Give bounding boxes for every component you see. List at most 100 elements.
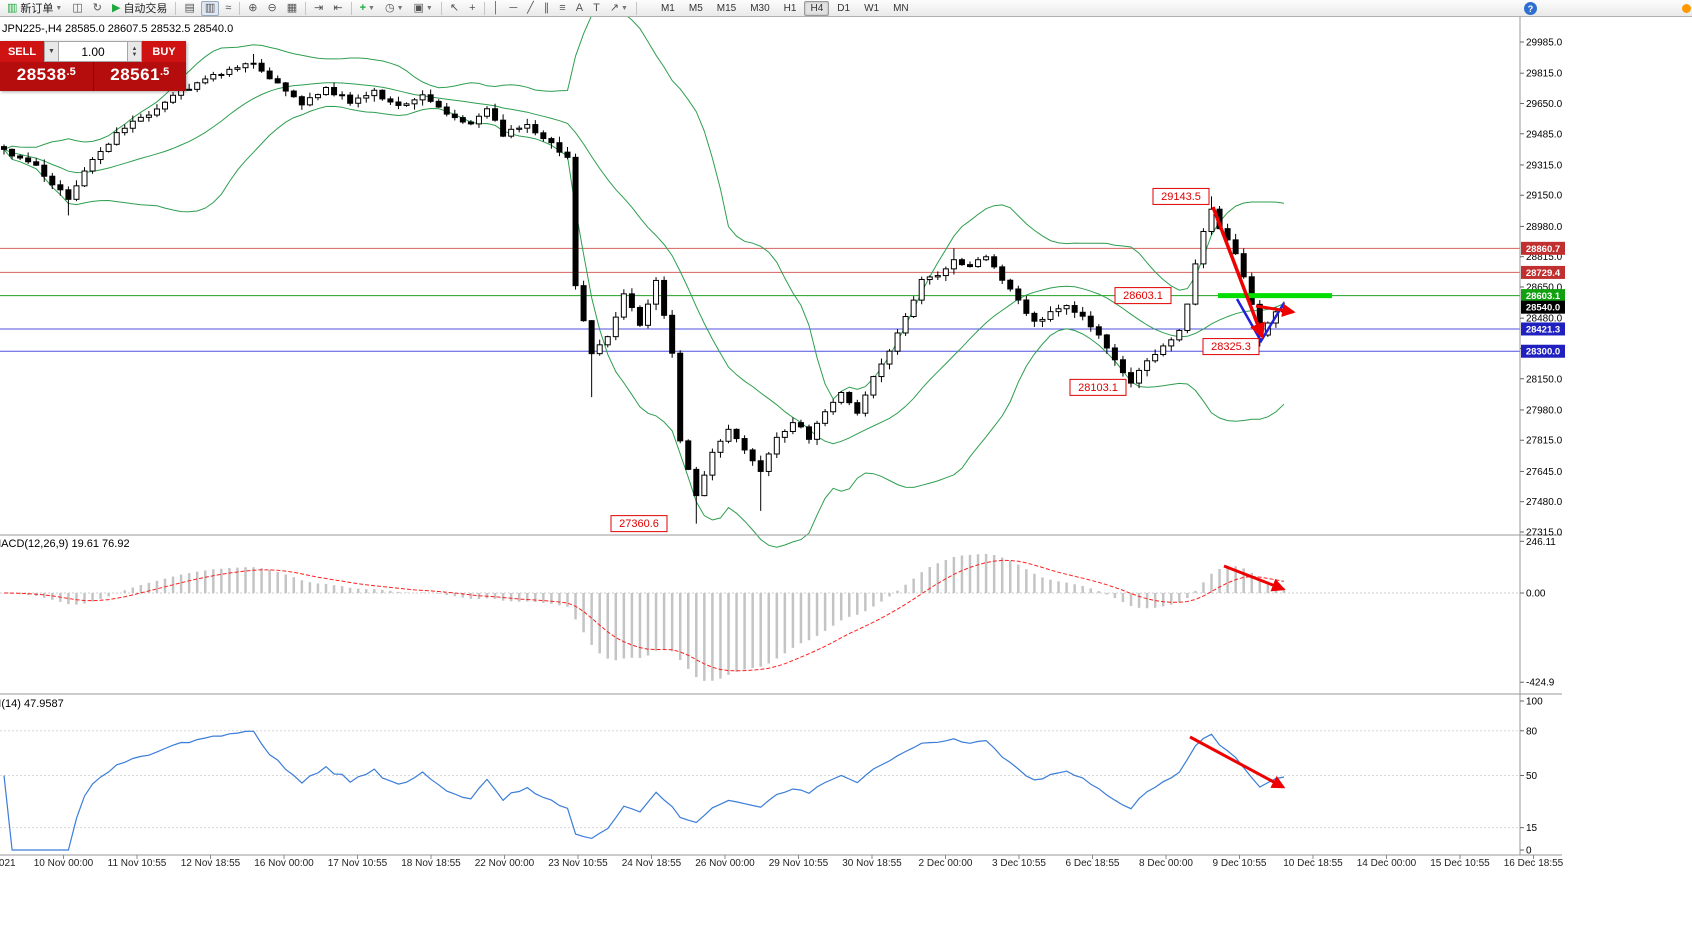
- channel-icon: ∥: [543, 2, 550, 14]
- price-tick-label: 27315.0: [1526, 528, 1563, 539]
- volume-dropdown-icon[interactable]: ▼: [44, 41, 59, 62]
- label-button[interactable]: T: [589, 1, 604, 16]
- buy-button[interactable]: 28561.5: [94, 62, 187, 91]
- price-tick-label: 29150.0: [1526, 191, 1563, 202]
- red-trend-arrow[interactable]: [1189, 735, 1286, 789]
- toolbar-separator: [440, 1, 442, 15]
- rsi-scale-label: 0: [1526, 846, 1532, 857]
- rsi-scale-label: 100: [1526, 697, 1543, 708]
- sell-button[interactable]: 28538.5: [0, 62, 94, 91]
- auto-trading-label: 自动交易: [123, 3, 168, 15]
- price-tick-label: 28480.0: [1526, 314, 1563, 325]
- timeframe-d1-button[interactable]: D1: [837, 2, 851, 14]
- alert-icon[interactable]: [1682, 4, 1691, 13]
- price-chart[interactable]: 29985.0 29815.0 29650.0 29485.0 29315.0 29150…: [0, 17, 1692, 940]
- cursor-button[interactable]: ↖: [446, 1, 463, 16]
- price-level-box: [1521, 289, 1565, 303]
- timeframe-m30-button[interactable]: M30: [750, 2, 770, 14]
- time-axis-label: 11 Nov 10:55: [108, 858, 167, 869]
- timeframe-h4-button[interactable]: H4: [804, 0, 830, 16]
- time-axis-label: 23 Nov 10:55: [548, 858, 608, 869]
- price-annotation[interactable]: 28603.1: [1114, 287, 1172, 305]
- price-dec: .5: [66, 66, 76, 78]
- auto-scroll-button[interactable]: ⇥: [310, 1, 327, 16]
- price-annotation[interactable]: 27360.6: [610, 515, 668, 533]
- volume-input[interactable]: 1.00: [59, 41, 128, 62]
- vertical-line-button[interactable]: │: [489, 1, 504, 16]
- blue-trend-sketch[interactable]: [1235, 298, 1286, 344]
- timeframe-h1-button[interactable]: H1: [783, 2, 797, 14]
- timeframe-m1-button[interactable]: M1: [660, 2, 675, 14]
- time-axis-label: 8 Dec 00:00: [1139, 858, 1193, 869]
- templates-icon: ▣: [413, 2, 424, 14]
- timeframe-m5-button[interactable]: M5: [688, 2, 703, 14]
- bar-chart-button[interactable]: ▤: [180, 1, 198, 16]
- templates-button[interactable]: ▣ ▼: [410, 1, 437, 16]
- price-tick-label: 29650.0: [1526, 99, 1563, 110]
- new-order-button[interactable]: ▥ 新订单 ▼: [3, 1, 66, 16]
- rsi-scale-label: 15: [1526, 823, 1538, 834]
- candlestick-chart-icon: ▥: [204, 2, 216, 14]
- price-level-box-text: 28603.1: [1526, 291, 1561, 302]
- bollinger-upper: [3, 17, 1285, 400]
- price-tick-label: 28815.0: [1526, 252, 1563, 263]
- time-axis-label: 26 Nov 00:00: [695, 858, 755, 869]
- time-axis-label: 15 Dec 10:55: [1430, 858, 1490, 869]
- macd-label: MACD(12,26,9) 19.61 76.92: [0, 538, 130, 550]
- red-trend-arrow[interactable]: [1211, 206, 1265, 339]
- red-trend-arrow[interactable]: [1223, 564, 1286, 592]
- text-button[interactable]: A: [572, 1, 587, 16]
- price-level-box-text: 28729.4: [1526, 268, 1561, 279]
- timeframe-m15-button[interactable]: M15: [716, 2, 737, 14]
- price-annotation[interactable]: 28103.1: [1069, 378, 1127, 396]
- price-tick-label: 28150.0: [1526, 374, 1563, 385]
- candles: [1, 53, 1287, 524]
- time-axis-label: 17 Nov 10:55: [328, 858, 388, 869]
- fibonacci-button[interactable]: ≡: [555, 1, 569, 16]
- red-trend-arrow[interactable]: [1255, 303, 1296, 317]
- price-annotation[interactable]: 28325.3: [1202, 338, 1260, 356]
- price-dec: .5: [160, 66, 170, 78]
- toolbar-separator: [175, 1, 177, 15]
- price-level-box: [1521, 344, 1565, 358]
- indicators-icon: +: [359, 2, 367, 14]
- timeframe-w1-button[interactable]: W1: [864, 2, 880, 14]
- zoom-in-button[interactable]: ⊕: [244, 1, 261, 16]
- trendline-icon: ╱: [527, 2, 534, 14]
- channel-button[interactable]: ∥: [540, 1, 554, 16]
- macd-signal-line: [3, 559, 1285, 672]
- auto-trading-button[interactable]: ▶ 自动交易: [108, 1, 171, 16]
- arrows-button[interactable]: ↗ ▼: [606, 1, 632, 16]
- chevron-down-icon: ▼: [425, 4, 433, 12]
- help-icon[interactable]: ?: [1524, 2, 1537, 15]
- rsi-scale-label: 50: [1526, 771, 1538, 782]
- svg-text:28325.3: 28325.3: [1211, 341, 1251, 353]
- timeframe-mn-button[interactable]: MN: [893, 2, 909, 14]
- price-level-box-text: 28300.0: [1526, 347, 1560, 358]
- refresh-button[interactable]: ↻: [89, 1, 106, 16]
- chart-shift-button[interactable]: ⇤: [329, 1, 346, 16]
- time-axis-label: 6 Dec 18:55: [1066, 858, 1120, 869]
- price-annotation[interactable]: 29143.5: [1152, 187, 1210, 205]
- price-tick-label: 27480.0: [1526, 497, 1563, 508]
- trendline-button[interactable]: ╱: [523, 1, 538, 16]
- arrows-icon: ↗: [609, 2, 620, 14]
- zoom-out-button[interactable]: ⊖: [264, 1, 281, 16]
- time-axis-label: 12 Nov 18:55: [181, 858, 241, 869]
- crosshair-button[interactable]: +: [465, 1, 479, 16]
- candlestick-chart-button[interactable]: ▥: [200, 0, 220, 16]
- volume-spinner[interactable]: ▲ ▼: [128, 41, 142, 62]
- price-tick-label: 27980.0: [1526, 405, 1563, 416]
- indicators-button[interactable]: + ▼: [356, 1, 379, 16]
- new-order-label: 新订单: [20, 3, 54, 15]
- tile-windows-button[interactable]: ▦: [283, 1, 301, 16]
- chart-shift-icon: ⇤: [333, 2, 343, 14]
- line-chart-button[interactable]: ≈: [221, 1, 235, 16]
- current-price-box: [1521, 300, 1565, 314]
- periods-button[interactable]: ◷ ▼: [381, 1, 408, 16]
- price-tick-label: 29985.0: [1526, 38, 1563, 49]
- toolbar-separator: [239, 1, 241, 15]
- time-axis-label: 14 Dec 00:00: [1357, 858, 1417, 869]
- horizontal-line-button[interactable]: ─: [505, 1, 521, 16]
- chart-window-button[interactable]: ◫: [68, 1, 86, 16]
